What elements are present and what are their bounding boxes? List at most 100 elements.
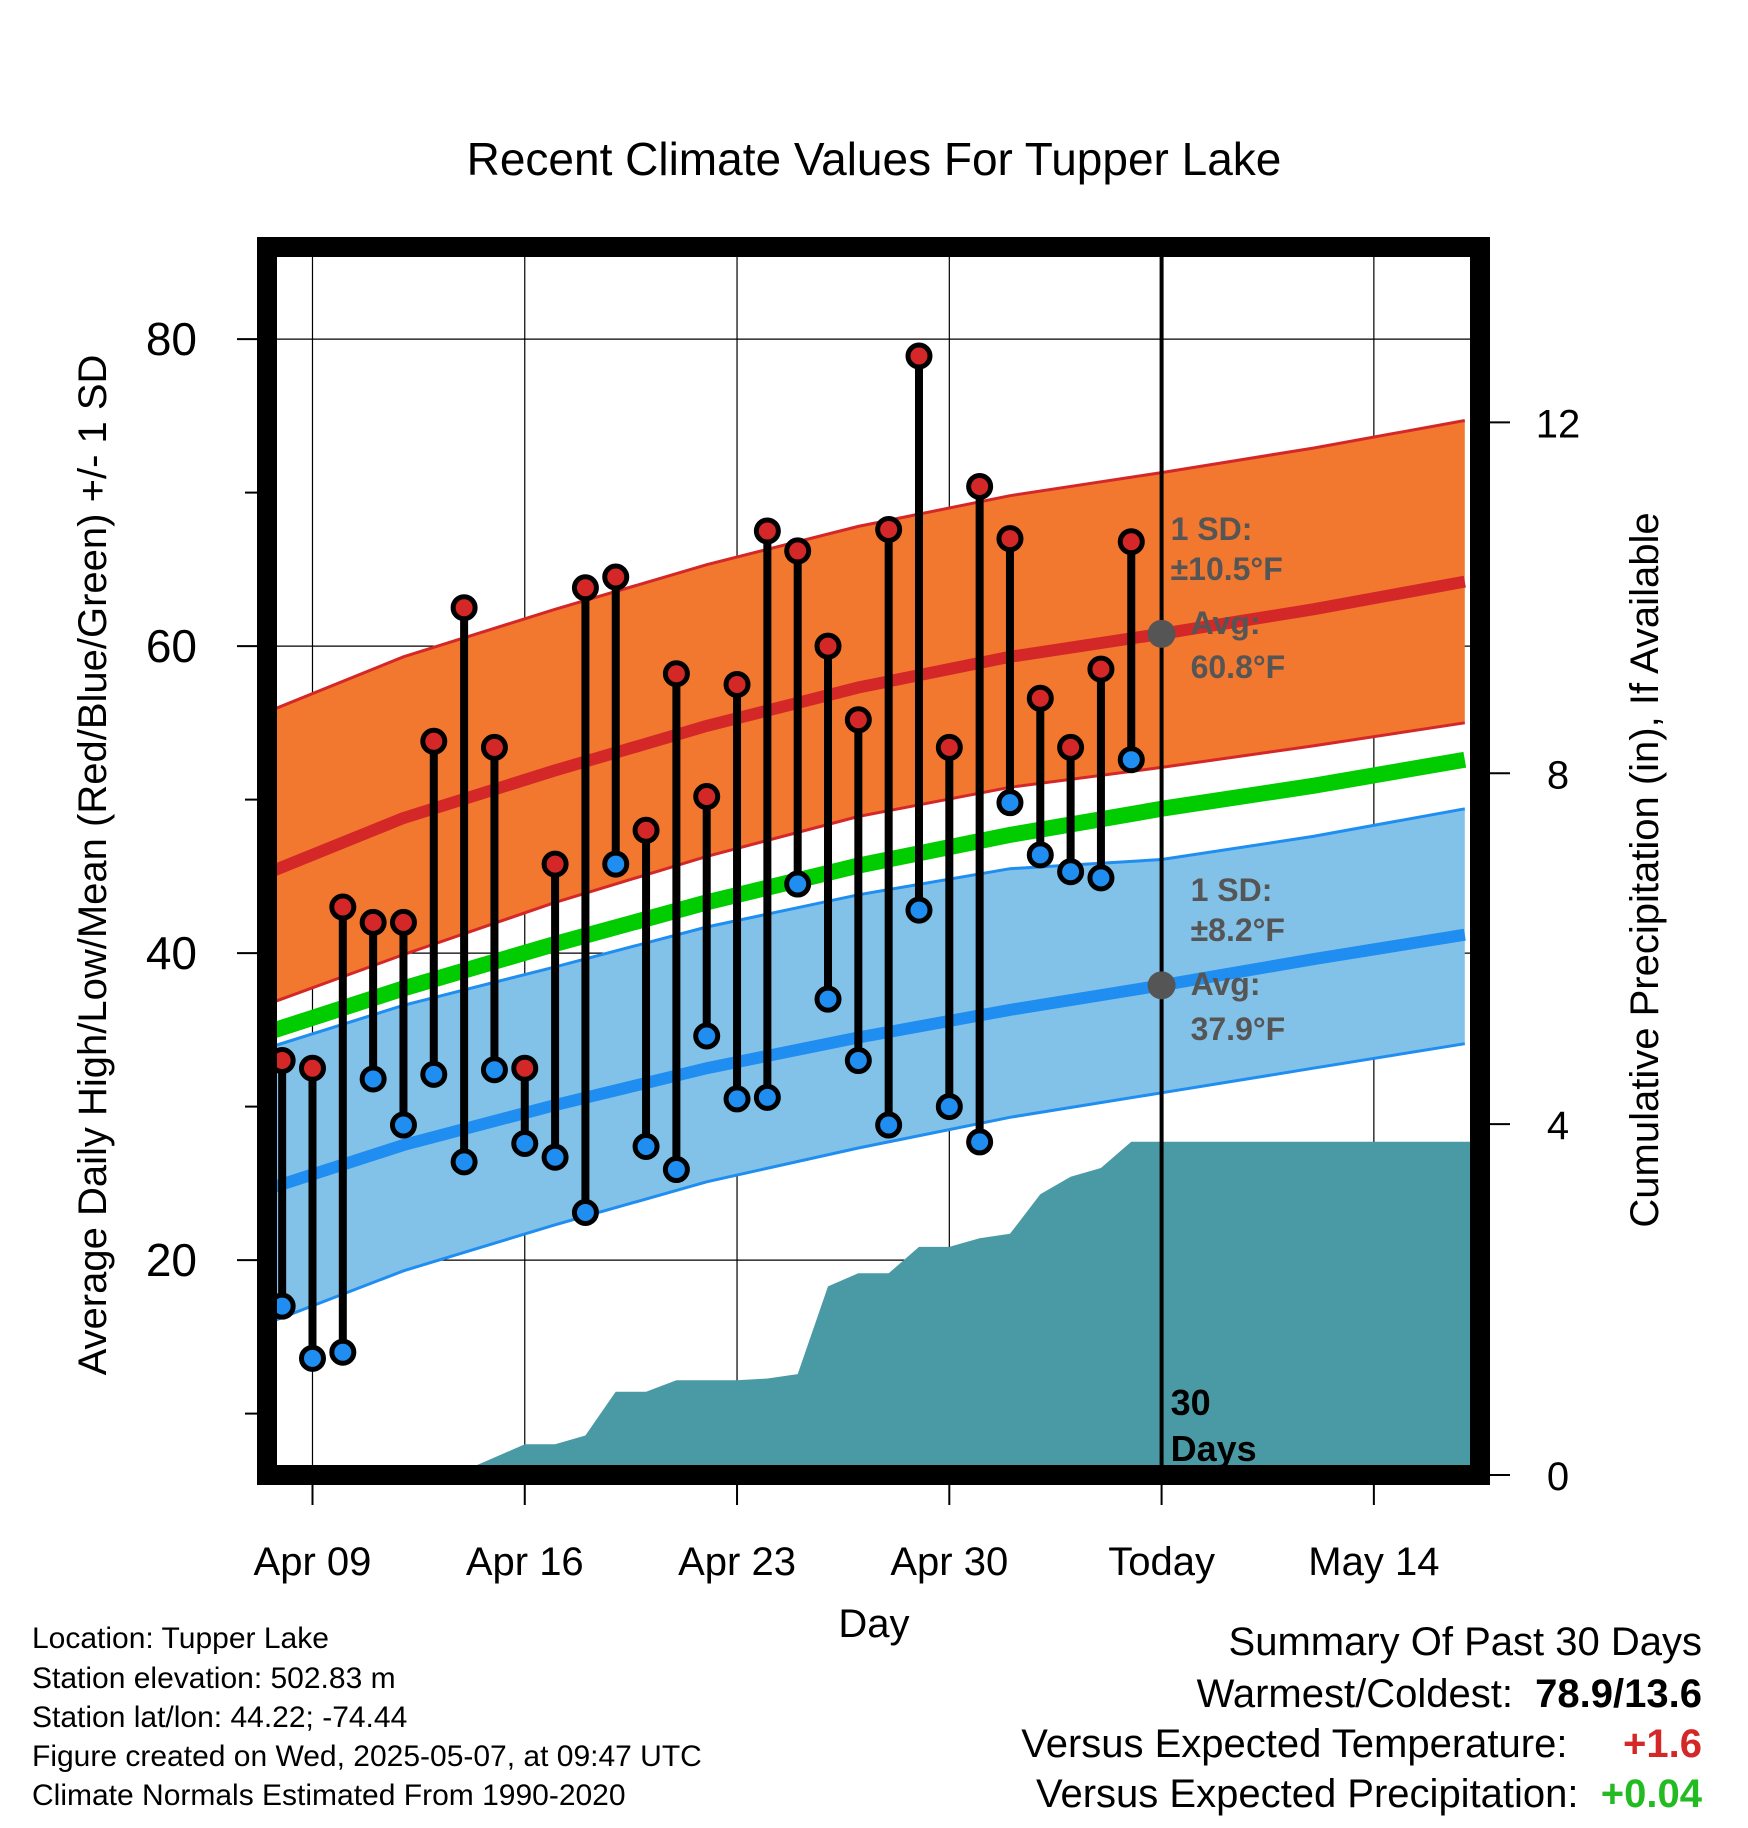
summary-temp-value: +1.6 [1623,1722,1702,1766]
daily-low-point [541,1143,569,1171]
low-avg-label: Avg: [1191,966,1261,1002]
daily-low-point [905,896,933,924]
summary-temp: Versus Expected Temperature: +1.6 [1021,1722,1702,1767]
daily-low-point [1117,746,1145,774]
x-tick-label: Apr 30 [890,1540,1008,1584]
chart-title: Recent Climate Values For Tupper Lake [467,133,1282,185]
daily-low-point [1057,858,1085,886]
daily-low-point [420,1060,448,1088]
x-tick-label: Today [1108,1540,1215,1584]
y2-tick-label: 0 [1547,1455,1569,1499]
summary-precip: Versus Expected Precipitation: +0.04 [1036,1772,1702,1817]
daily-low-point [844,1047,872,1075]
daily-high-point [723,670,751,698]
daily-low-point [1087,864,1115,892]
daily-low-point [571,1199,599,1227]
days-window-number: 30 [1171,1382,1211,1423]
daily-low-point [935,1093,963,1121]
daily-high-point [1117,528,1145,556]
summary-title: Summary Of Past 30 Days [1228,1620,1702,1664]
x-axis-label: Day [838,1602,909,1646]
daily-low-point [723,1085,751,1113]
daily-high-point [632,816,660,844]
daily-low-point [480,1056,508,1084]
daily-high-point [844,706,872,734]
daily-high-point [935,733,963,761]
daily-high-point [420,727,448,755]
y-tick-label: 20 [146,1234,197,1286]
daily-high-point [662,660,690,688]
high-band-upper-edge [267,419,1466,714]
daily-high-point [1057,733,1085,761]
daily-high-point [389,908,417,936]
daily-high-point [753,517,781,545]
daily-high-point [1087,655,1115,683]
high-sd-value: ±10.5°F [1171,551,1283,587]
daily-low-point [693,1022,721,1050]
high-avg-label: Avg: [1191,605,1261,641]
y2-tick-label: 12 [1536,402,1581,446]
summary-warmest-value: 78.9/13.6 [1535,1672,1702,1716]
days-window-word: Days [1171,1428,1257,1469]
info-normals: Climate Normals Estimated From 1990-2020 [32,1779,626,1812]
daily-high-point [359,908,387,936]
daily-high-point [693,783,721,811]
daily-high-point [298,1054,326,1082]
x-tick-label: May 14 [1308,1540,1439,1584]
daily-low-point [1026,841,1054,869]
daily-high-point [905,342,933,370]
daily-low-point [602,850,630,878]
daily-high-point [480,733,508,761]
high-sd-label: 1 SD: [1171,511,1253,547]
daily-high-point [1026,684,1054,712]
x-tick-label: Apr 23 [678,1540,796,1584]
daily-low-point [875,1111,903,1139]
low-sd-label: 1 SD: [1191,872,1273,908]
plot-frame [257,237,1490,1485]
daily-high-point [602,563,630,591]
low-sd-value: ±8.2°F [1191,912,1285,948]
daily-high-point [875,515,903,543]
daily-low-point [389,1111,417,1139]
daily-high-point [784,537,812,565]
daily-low-point [359,1065,387,1093]
x-tick-label: Apr 16 [466,1540,584,1584]
high-avg-value: 60.8°F [1191,649,1286,685]
daily-low-point [632,1133,660,1161]
summary-temp-label: Versus Expected Temperature: [1021,1722,1568,1766]
daily-high-point [996,525,1024,553]
y-tick-label: 60 [146,620,197,672]
daily-high-point [966,472,994,500]
summary-warmest: Warmest/Coldest: 78.9/13.6 [1197,1672,1702,1717]
x-tick-label: Apr 09 [254,1540,372,1584]
daily-low-point [662,1156,690,1184]
y2-tick-label: 4 [1547,1104,1569,1148]
daily-low-point [298,1344,326,1372]
daily-high-point [511,1054,539,1082]
daily-high-point [541,850,569,878]
daily-high-point [450,594,478,622]
low-avg-value: 37.9°F [1191,1011,1286,1047]
info-created: Figure created on Wed, 2025-05-07, at 09… [32,1740,702,1773]
daily-low-point [996,789,1024,817]
daily-high-point [571,574,599,602]
y2-axis-label: Cumulative Precipitation (in), If Availa… [1623,512,1667,1227]
precip-area [267,1141,1480,1475]
info-elevation: Station elevation: 502.83 m [32,1662,396,1695]
daily-high-point [329,893,357,921]
today-low-avg-marker [1147,971,1176,1000]
y2-tick-label: 8 [1547,753,1569,797]
daily-low-point [966,1128,994,1156]
daily-low-point [753,1083,781,1111]
plot-area [267,247,1480,1475]
normal-high-line [267,575,1466,880]
y-tick-label: 40 [146,927,197,979]
daily-high-point [814,632,842,660]
today-high-avg-marker [1147,619,1176,648]
daily-low-point [329,1338,357,1366]
info-latlon: Station lat/lon: 44.22; -74.44 [32,1701,408,1734]
daily-low-point [450,1148,478,1176]
y-axis-label: Average Daily High/Low/Mean (Red/Blue/Gr… [71,355,115,1376]
low-band-lower-edge [267,1042,1466,1325]
